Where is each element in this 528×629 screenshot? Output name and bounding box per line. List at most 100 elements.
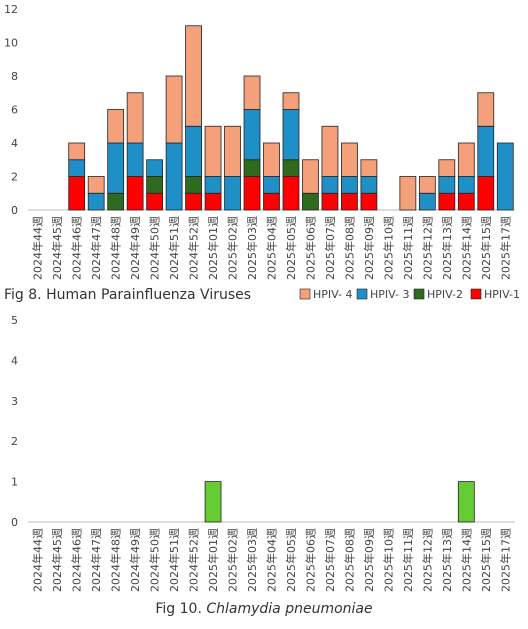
bar-segment [126, 142, 144, 177]
bar-segment [438, 159, 456, 177]
x-tick-label: 2024年45週 [50, 528, 64, 592]
y-tick-label: 0 [11, 516, 18, 529]
bar-segment [360, 159, 378, 177]
bar-segment [68, 142, 86, 161]
x-tick-label: 2025年07週 [323, 216, 337, 280]
bar-segment [204, 125, 222, 177]
bar-segment [457, 192, 475, 211]
x-tick-label: 2024年46週 [70, 216, 84, 280]
bar-segment [185, 176, 202, 194]
x-tick-label: 2025年04週 [265, 528, 279, 592]
bar-segment [302, 159, 319, 194]
y-tick-label: 4 [11, 137, 18, 150]
bar-segment [224, 125, 241, 177]
x-tick-label: 2025年12週 [420, 528, 434, 592]
y-tick-label: 5 [11, 314, 18, 327]
legend-swatch [413, 288, 425, 300]
bar-segment [457, 142, 475, 177]
bar-segment [282, 92, 300, 110]
x-tick-label: 2025年17週 [498, 528, 512, 592]
bar-segment [418, 176, 436, 194]
bar-segment [418, 192, 436, 211]
bar-segment [146, 159, 164, 177]
bar [457, 481, 475, 523]
bar-segment [107, 192, 125, 211]
y-tick-label: 1 [11, 476, 18, 489]
bar-segment [87, 192, 105, 211]
x-tick-label: 2024年45週 [50, 216, 64, 280]
bar-segment [477, 92, 495, 127]
chart-title: Fig 10. Chlamydia pneumoniae [155, 601, 372, 617]
bar-segment [243, 75, 261, 110]
x-tick-label: 2025年02週 [226, 528, 240, 592]
legend-swatch [356, 288, 368, 300]
y-tick-label: 2 [11, 171, 18, 184]
legend-label: HPIV-2 [427, 288, 463, 301]
bar-segment [68, 176, 86, 211]
bar-segment [126, 92, 144, 144]
bar-segment [321, 192, 339, 211]
x-tick-label: 2024年48週 [109, 528, 123, 592]
bar-segment [126, 176, 144, 211]
y-tick-label: 10 [4, 37, 18, 50]
bar-segment [360, 176, 378, 194]
y-tick-label: 8 [11, 70, 18, 83]
x-tick-label: 2025年10週 [381, 216, 395, 280]
x-tick-label: 2025年08週 [342, 216, 356, 280]
x-tick-label: 2024年50週 [148, 216, 162, 280]
y-tick-label: 6 [11, 104, 18, 117]
x-tick-label: 2025年12週 [420, 216, 434, 280]
x-tick-label: 2025年04週 [265, 216, 279, 280]
y-tick-label: 2 [11, 435, 18, 448]
bar-segment [263, 176, 280, 194]
bar-segment [165, 75, 183, 144]
x-tick-label: 2024年51週 [167, 528, 181, 592]
title-italic: Chlamydia pneumoniae [206, 601, 372, 617]
x-tick-label: 2025年09週 [362, 528, 376, 592]
legend-label: HPIV- 3 [370, 288, 410, 301]
bar-segment [185, 192, 202, 211]
x-tick-label: 2025年09週 [362, 216, 376, 280]
bar-segment [282, 176, 300, 211]
bar-segment [185, 125, 202, 177]
x-tick-label: 2025年01週 [206, 216, 220, 280]
bar-segment [341, 142, 358, 177]
x-tick-label: 2025年15週 [479, 528, 493, 592]
bar-segment [68, 159, 86, 177]
bar-segment [107, 142, 125, 194]
x-tick-label: 2024年47週 [89, 528, 103, 592]
x-tick-label: 2024年49週 [128, 216, 142, 280]
chart-title: Fig 8. Human Parainfluenza Viruses [4, 287, 251, 303]
legend-label: HPIV- 4 [313, 288, 353, 301]
x-tick-label: 2024年44週 [31, 216, 45, 280]
x-tick-label: 2025年06週 [303, 528, 317, 592]
bar-segment [321, 125, 339, 177]
bar-segment [477, 176, 495, 211]
bar-segment [341, 192, 358, 211]
bar-segment [146, 192, 164, 211]
bar-segment [477, 125, 495, 177]
bar-segment [224, 176, 241, 211]
x-tick-label: 2025年05週 [284, 528, 298, 592]
x-tick-label: 2025年13週 [440, 528, 454, 592]
bar-segment [165, 142, 183, 211]
x-tick-label: 2024年46週 [70, 528, 84, 592]
x-tick-label: 2025年14週 [459, 528, 473, 592]
y-tick-label: 12 [4, 3, 18, 16]
x-tick-label: 2024年52週 [187, 216, 201, 280]
x-tick-label: 2024年44週 [31, 528, 45, 592]
bar [204, 481, 222, 523]
x-tick-label: 2025年08週 [342, 528, 356, 592]
bar-segment [243, 109, 261, 161]
x-tick-label: 2025年17週 [498, 216, 512, 280]
bar-segment [185, 25, 202, 127]
x-tick-label: 2024年51週 [167, 216, 181, 280]
x-tick-label: 2025年06週 [303, 216, 317, 280]
y-tick-label: 0 [11, 204, 18, 217]
x-tick-label: 2024年52週 [187, 528, 201, 592]
bar-segment [321, 176, 339, 194]
x-tick-label: 2024年50週 [148, 528, 162, 592]
legend-swatch [299, 288, 311, 300]
bar-segment [438, 192, 456, 211]
